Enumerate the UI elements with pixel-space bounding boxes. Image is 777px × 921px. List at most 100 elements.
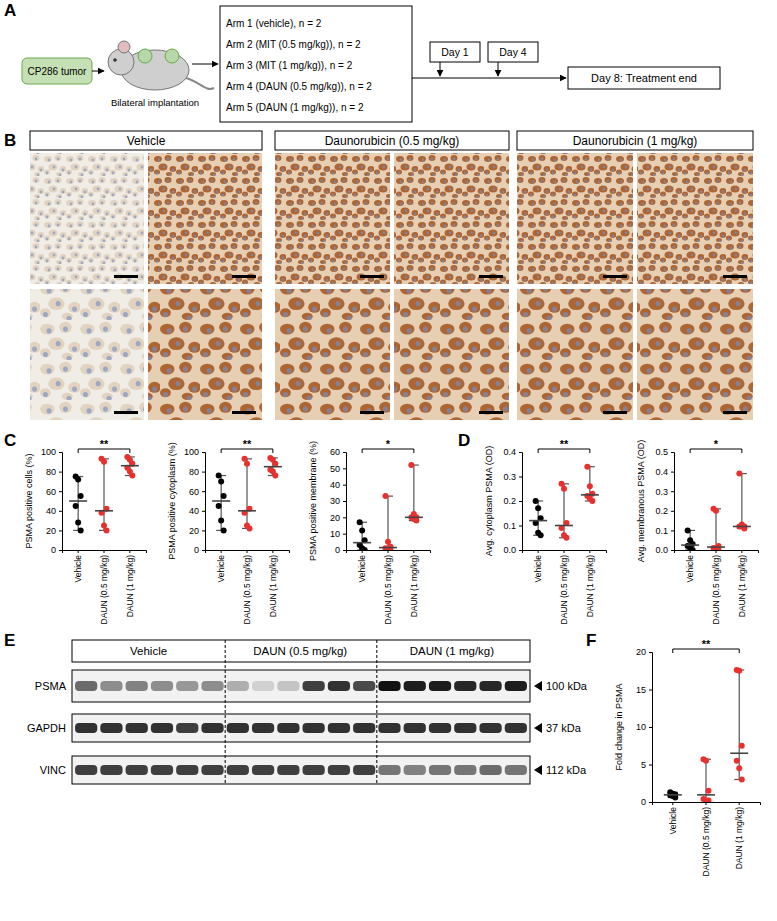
blot-band bbox=[454, 723, 476, 733]
y-tick: 50 bbox=[330, 464, 346, 474]
y-axis: 020406080100 bbox=[41, 447, 63, 555]
y-tick-mark bbox=[202, 452, 205, 453]
data-point bbox=[221, 527, 227, 533]
y-tick-label: 0.3 bbox=[655, 487, 668, 497]
data-point bbox=[564, 535, 570, 541]
blot-band bbox=[252, 723, 274, 733]
size-marker bbox=[534, 723, 542, 733]
y-axis-line bbox=[343, 453, 347, 551]
x-axis-line bbox=[63, 551, 147, 554]
blot-row-label: VINC bbox=[40, 764, 66, 776]
micrograph bbox=[517, 289, 633, 420]
tumor-site bbox=[138, 49, 152, 63]
y-axis-title: PSMA positive cytoplasm (%) bbox=[167, 442, 177, 560]
blot-band bbox=[378, 723, 400, 733]
y-tick-label: 80 bbox=[189, 467, 199, 477]
y-tick: 20 bbox=[189, 526, 205, 536]
y-tick-mark bbox=[59, 550, 62, 551]
blot-band bbox=[353, 681, 375, 691]
micrograph bbox=[394, 153, 509, 284]
y-tick-label: 40 bbox=[330, 480, 340, 490]
y-tick-label: 0 bbox=[194, 545, 199, 555]
group-header: Daunorubicin (1 mg/kg) bbox=[573, 134, 698, 148]
y-tick: 5 bbox=[641, 760, 652, 770]
scale-bar bbox=[114, 275, 138, 278]
y-tick: 20 bbox=[330, 513, 346, 523]
y-tick: 0.1 bbox=[503, 521, 522, 531]
y-tick-label: 0.1 bbox=[503, 521, 516, 531]
y-tick-label: 30 bbox=[330, 496, 340, 506]
chart: 05101520VehicleDAUN (0.5 mg/kg)DAUN (1 m… bbox=[614, 638, 761, 876]
blot-row-label: GAPDH bbox=[27, 722, 66, 734]
x-axis: VehicleDAUN (0.5 mg/kg)DAUN (1 mg/kg) bbox=[63, 550, 147, 624]
y-tick-mark bbox=[202, 550, 205, 551]
median-line bbox=[664, 794, 682, 796]
blot-band bbox=[151, 723, 173, 733]
x-tick-mark bbox=[78, 550, 79, 553]
y-tick: 0.2 bbox=[503, 496, 522, 506]
scale-bar bbox=[360, 411, 384, 414]
data-point bbox=[739, 777, 745, 783]
median-line bbox=[707, 546, 725, 548]
y-tick-label: 0 bbox=[335, 545, 340, 555]
blot-band bbox=[505, 765, 527, 775]
data-point bbox=[73, 503, 79, 509]
blot-band bbox=[277, 723, 299, 733]
day-box bbox=[488, 42, 538, 62]
x-axis: VehicleDAUN (0.5 mg/kg)DAUN (1 mg/kg) bbox=[347, 550, 431, 624]
significance-label: ** bbox=[702, 638, 711, 650]
micrograph bbox=[637, 289, 753, 420]
y-tick: 20 bbox=[46, 526, 62, 536]
blot-band bbox=[303, 723, 325, 733]
x-tick-mark bbox=[564, 550, 565, 553]
data-point bbox=[533, 498, 539, 504]
x-tick-label: DAUN (0.5 mg/kg) bbox=[711, 555, 721, 625]
y-tick-label: 40 bbox=[189, 506, 199, 516]
group-header-box bbox=[30, 131, 262, 150]
range-bar bbox=[715, 509, 716, 550]
x-tick: DAUN (1 mg/kg) bbox=[737, 550, 747, 617]
significance-label: ** bbox=[243, 438, 252, 450]
data-point bbox=[703, 758, 709, 764]
significance-label: * bbox=[386, 438, 391, 450]
marks bbox=[681, 471, 751, 550]
x-tick: Vehicle bbox=[216, 550, 226, 582]
data-point bbox=[413, 518, 419, 524]
y-tick: 40 bbox=[46, 506, 62, 516]
mouse-head bbox=[108, 49, 134, 75]
x-tick: Vehicle bbox=[667, 802, 677, 834]
y-tick-mark bbox=[649, 652, 652, 653]
y-tick: 80 bbox=[46, 467, 62, 477]
x-tick: DAUN (1 mg/kg) bbox=[125, 550, 135, 617]
data-point bbox=[736, 668, 742, 674]
y-axis-line bbox=[649, 653, 653, 803]
group-divider bbox=[225, 640, 226, 784]
y-tick: 60 bbox=[189, 487, 205, 497]
y-tick-mark bbox=[343, 468, 346, 469]
x-axis-line bbox=[675, 551, 759, 554]
x-tick-mark bbox=[362, 550, 363, 553]
y-tick-mark bbox=[671, 452, 674, 453]
x-tick: DAUN (1 mg/kg) bbox=[409, 550, 419, 617]
x-tick: Vehicle bbox=[685, 550, 695, 582]
scale-bar bbox=[114, 411, 138, 414]
y-tick: 0.3 bbox=[655, 487, 674, 497]
marks bbox=[212, 455, 282, 534]
schematic: CP286 tumorBilateral implantationArm 1 (… bbox=[22, 6, 720, 122]
blot-band bbox=[277, 681, 299, 691]
y-tick-mark bbox=[671, 472, 674, 473]
data-point bbox=[538, 532, 544, 538]
data-point bbox=[216, 473, 222, 479]
y-tick-label: 50 bbox=[330, 464, 340, 474]
blot-band bbox=[176, 681, 198, 691]
y-tick-mark bbox=[59, 530, 62, 531]
x-axis-line bbox=[347, 551, 431, 554]
blot-band bbox=[378, 681, 400, 691]
y-axis-title: Avg. cytoplasm PSMA (OD) bbox=[484, 446, 494, 556]
data-point bbox=[713, 508, 719, 514]
y-tick-label: 0.4 bbox=[655, 467, 668, 477]
x-tick-label: DAUN (1 mg/kg) bbox=[585, 555, 595, 618]
tumor-site bbox=[165, 49, 179, 63]
median-line bbox=[379, 547, 397, 549]
blot-band bbox=[75, 681, 97, 691]
